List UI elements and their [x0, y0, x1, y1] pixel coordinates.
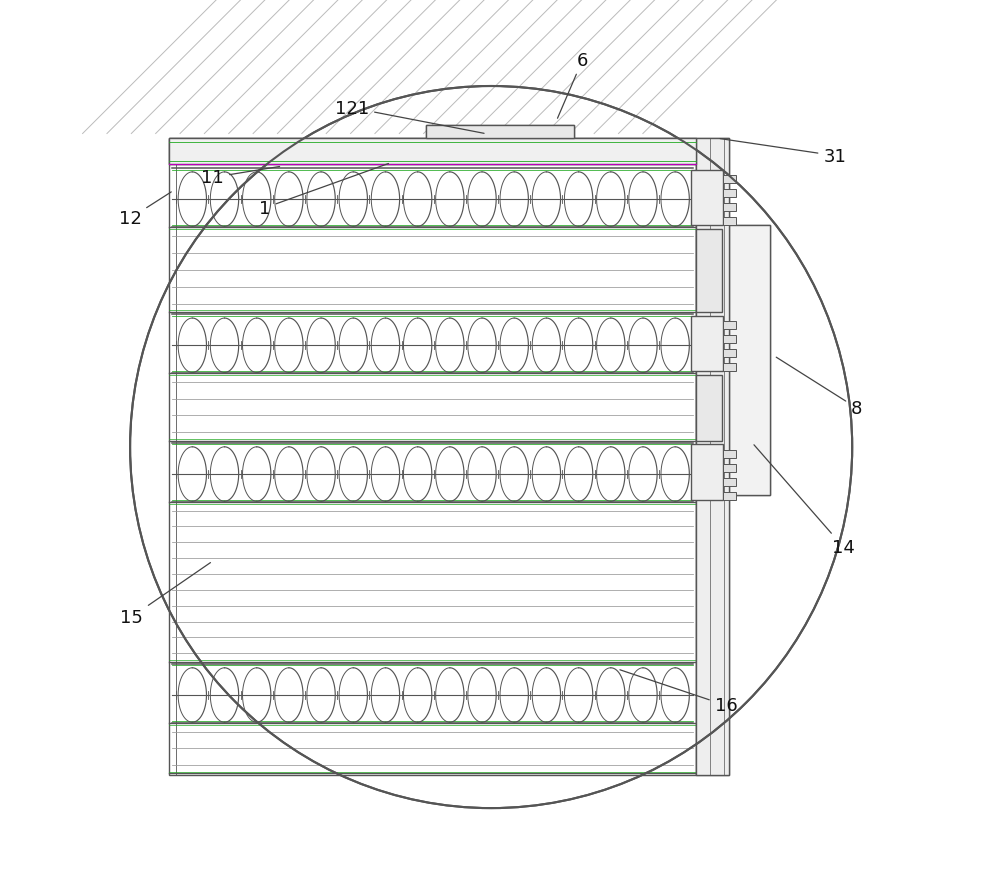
Text: 16: 16: [620, 670, 737, 714]
Bar: [692, 445, 723, 501]
Bar: [723, 450, 736, 458]
Bar: [696, 229, 721, 313]
Bar: [723, 464, 736, 472]
Bar: [723, 217, 736, 225]
Text: 15: 15: [120, 563, 210, 626]
Bar: [696, 375, 721, 441]
Bar: [696, 139, 728, 775]
Text: 8: 8: [776, 358, 862, 417]
Bar: [723, 349, 736, 357]
Text: 14: 14: [754, 445, 855, 556]
Bar: [723, 492, 736, 500]
Text: 1: 1: [260, 164, 388, 217]
Text: 11: 11: [201, 168, 279, 187]
Bar: [723, 335, 736, 343]
Bar: [692, 316, 723, 372]
Bar: [426, 126, 574, 139]
Bar: [169, 139, 696, 775]
Bar: [696, 139, 728, 775]
Bar: [728, 226, 770, 495]
Bar: [723, 478, 736, 486]
Bar: [169, 139, 696, 165]
Bar: [723, 322, 736, 329]
Bar: [723, 363, 736, 371]
Bar: [723, 203, 736, 211]
Text: 6: 6: [558, 52, 589, 119]
Text: 121: 121: [335, 100, 484, 134]
Bar: [169, 139, 696, 165]
Bar: [692, 170, 723, 226]
Text: 12: 12: [119, 193, 171, 228]
Text: 31: 31: [720, 139, 846, 165]
Bar: [723, 189, 736, 197]
Bar: [723, 176, 736, 183]
Bar: [426, 126, 574, 139]
Bar: [728, 226, 770, 495]
